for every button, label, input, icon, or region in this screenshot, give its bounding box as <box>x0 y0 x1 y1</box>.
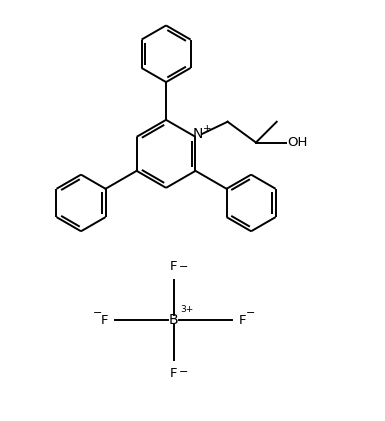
Text: F: F <box>239 314 246 327</box>
Text: −: − <box>92 308 102 318</box>
Text: F: F <box>170 260 177 273</box>
Text: −: − <box>245 308 255 318</box>
Text: OH: OH <box>288 136 308 149</box>
Text: 3+: 3+ <box>181 305 194 314</box>
Text: B: B <box>169 313 178 327</box>
Text: F: F <box>170 367 177 380</box>
Text: N: N <box>193 127 203 141</box>
Text: F: F <box>101 314 109 327</box>
Text: +: + <box>203 123 211 133</box>
Text: −: − <box>179 262 188 272</box>
Text: −: − <box>179 367 188 377</box>
